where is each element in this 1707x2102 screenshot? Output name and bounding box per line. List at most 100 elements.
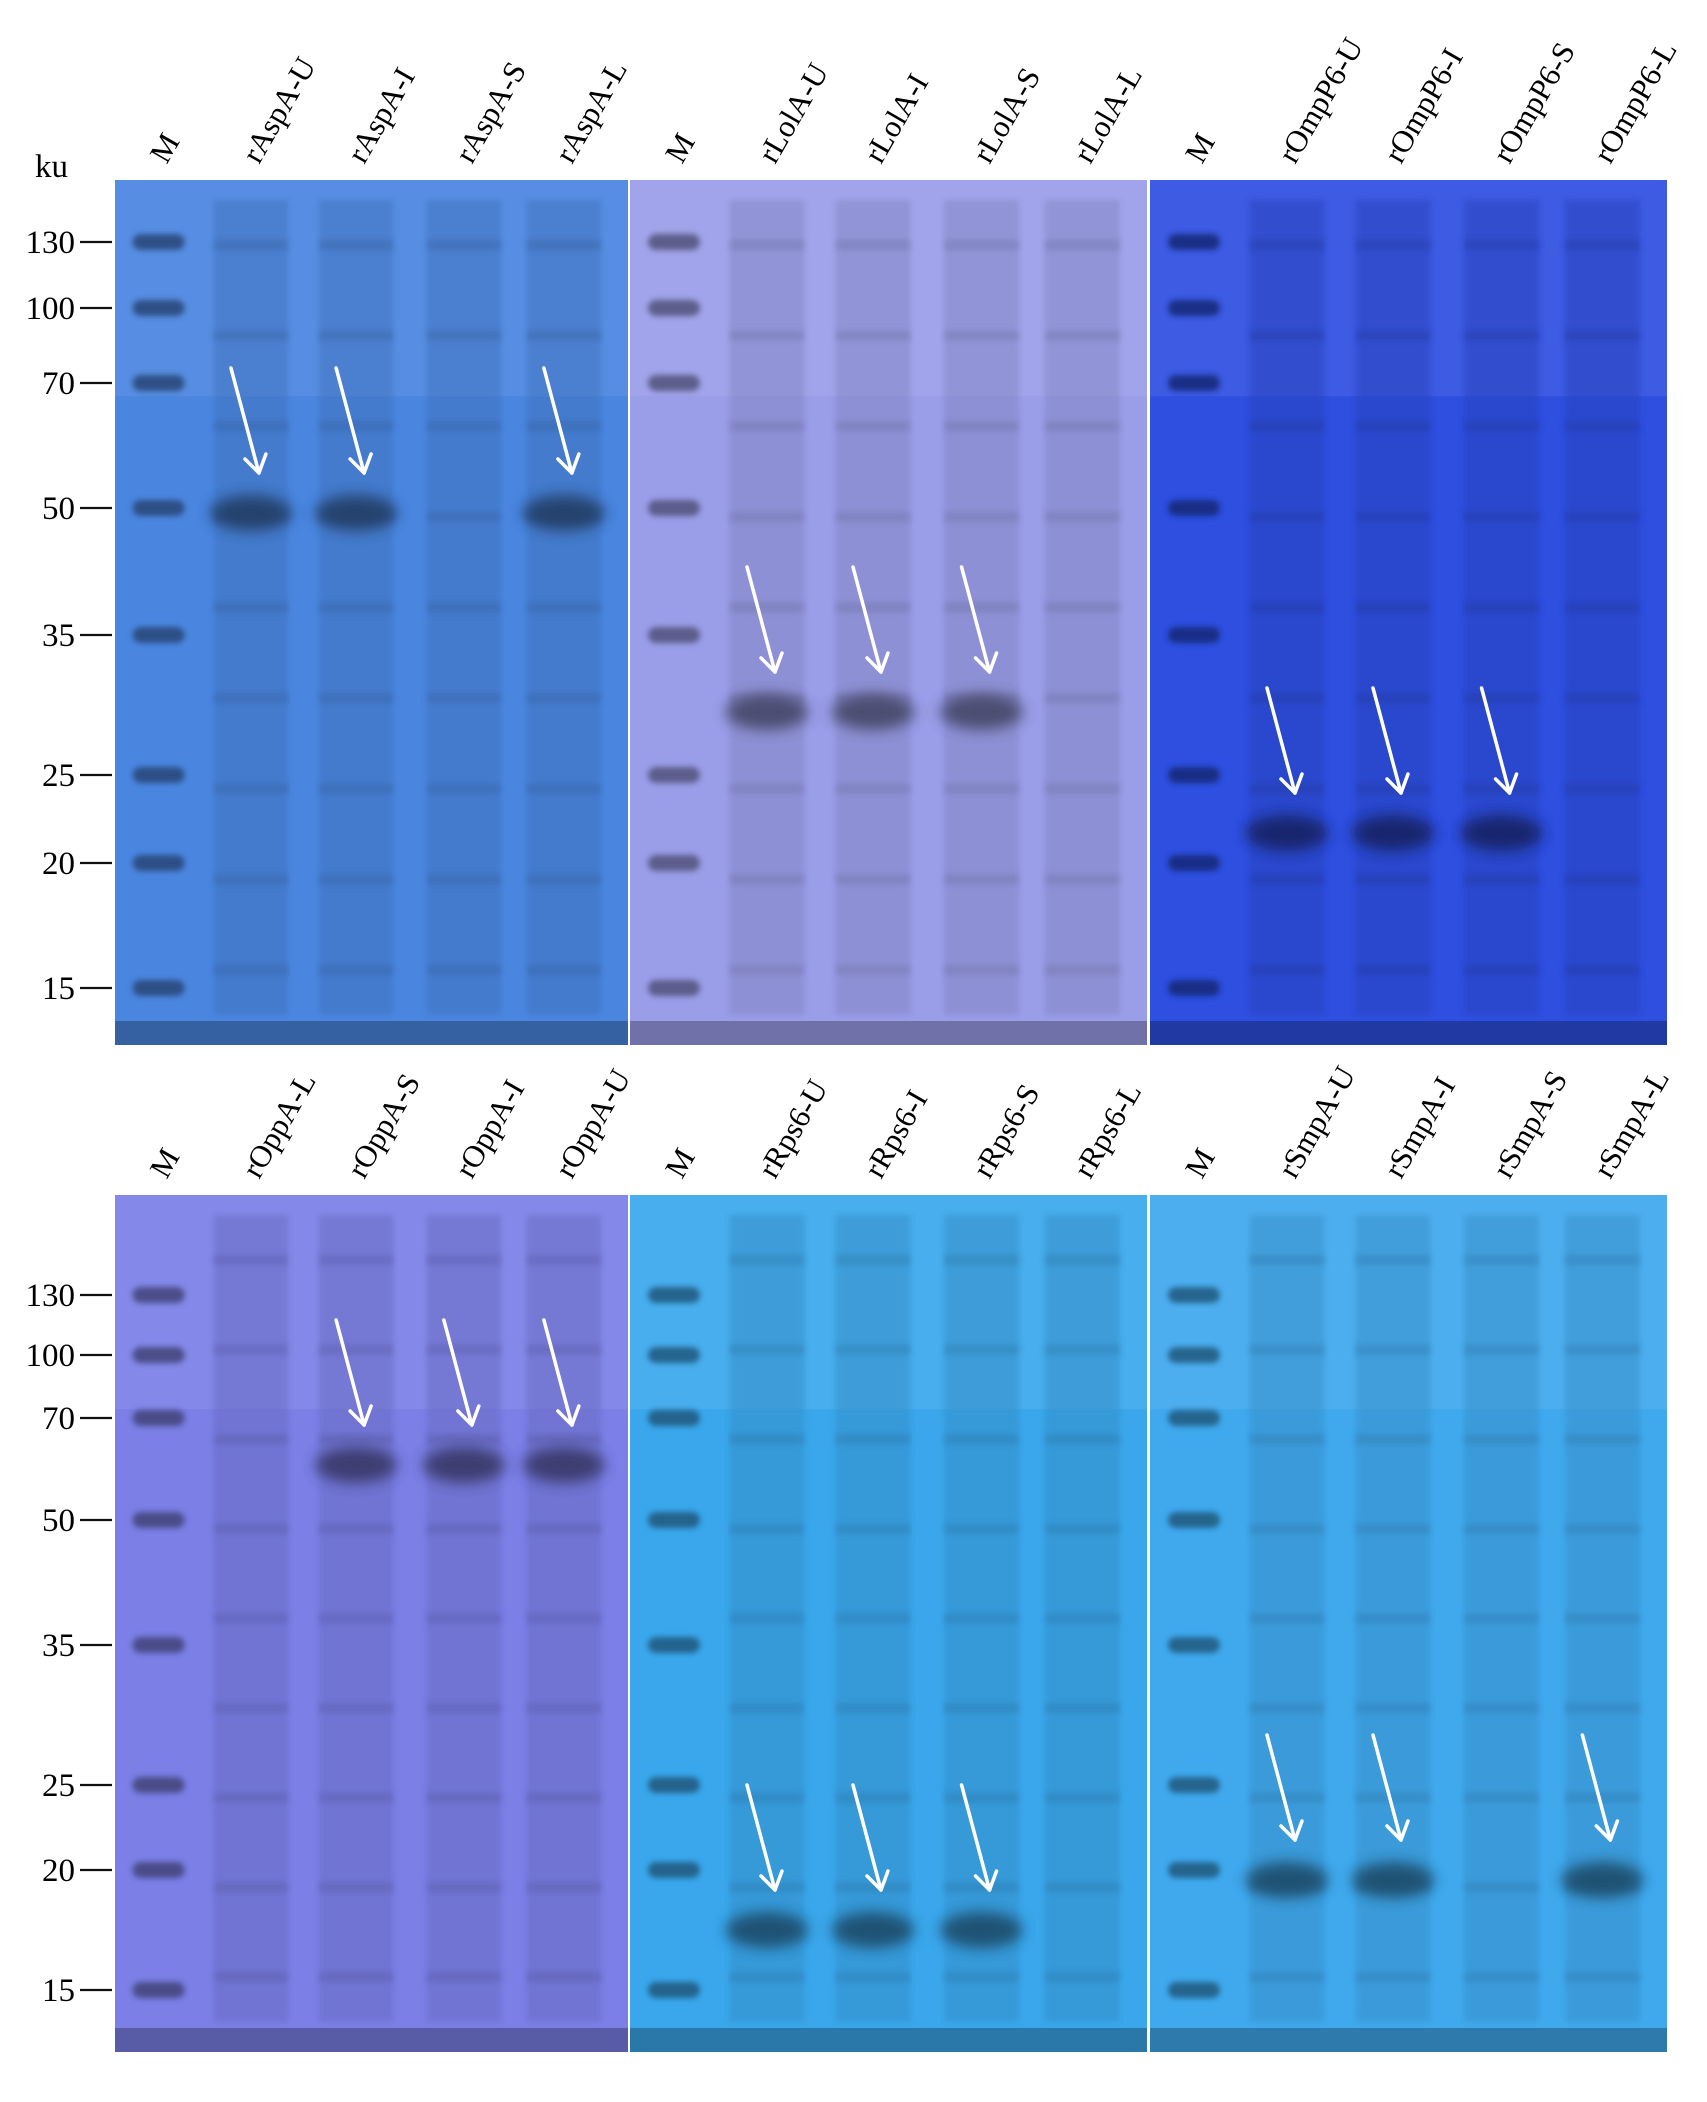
mw-tick-label: 25 (42, 758, 75, 794)
ladder-band (132, 234, 185, 250)
white-arrow-shaft (1580, 1733, 1613, 1842)
lane-band (944, 965, 1020, 975)
ladder-band (132, 500, 185, 516)
mw-tick-label: 50 (42, 1503, 75, 1539)
lane-band (944, 511, 1020, 522)
white-arrow-shaft (334, 366, 366, 475)
ladder-band (1167, 500, 1220, 516)
ladder-band (647, 300, 700, 316)
ladder-band (1167, 300, 1220, 316)
unit-label: ku (35, 149, 68, 185)
white-arrow-head (1279, 772, 1304, 795)
lane-label: rRps6-S (965, 1078, 1046, 1184)
lane-band (526, 874, 602, 885)
lane-band (1464, 240, 1540, 250)
white-arrow-shaft (745, 1783, 777, 1892)
lane-band (1249, 783, 1325, 794)
lane-band (213, 1523, 289, 1534)
lane-band (526, 1523, 602, 1534)
lane-band (729, 421, 805, 432)
lane-band (318, 693, 394, 704)
gel-panels-layer (115, 180, 1667, 2052)
lane-band (526, 1792, 602, 1803)
ladder-band (1167, 1862, 1220, 1878)
lane-band (318, 1882, 394, 1893)
lane-band (835, 874, 911, 885)
ladder-band (1167, 1512, 1220, 1528)
lane-band (1249, 1255, 1325, 1265)
lane-band (1249, 511, 1325, 522)
white-arrow-head (865, 1869, 890, 1892)
lane-band (729, 874, 805, 885)
gel-panel (1150, 180, 1667, 1045)
gel-panel (630, 1195, 1147, 2052)
lane-band (1564, 1792, 1640, 1803)
lane-band (1249, 965, 1325, 975)
lane-band (1464, 1434, 1540, 1445)
lane-label: M (1178, 127, 1222, 168)
lane-band (835, 1255, 911, 1265)
lane-band (729, 1523, 805, 1534)
white-arrow-head (456, 1404, 481, 1427)
white-arrow-shaft (442, 1318, 474, 1427)
ladder-band (647, 767, 700, 783)
lane-band (1355, 330, 1431, 341)
white-arrow-shaft (959, 565, 992, 674)
lane-band (426, 1255, 502, 1265)
lane-band (426, 1613, 502, 1624)
lane-band (1044, 1523, 1120, 1534)
lane-band (526, 1613, 602, 1624)
lane-band (426, 602, 502, 613)
lane-band (1249, 240, 1325, 250)
white-arrow-head (348, 452, 373, 475)
lane-band (1044, 1255, 1120, 1265)
lane-band (526, 1882, 602, 1893)
ladder-band (647, 980, 700, 996)
white-arrow-head (556, 1404, 581, 1427)
lane-band (526, 421, 602, 432)
lane-band (944, 1792, 1020, 1803)
lane-band (729, 1255, 805, 1265)
lane-band (1464, 783, 1540, 794)
lane-band (1044, 874, 1120, 885)
lane-band (426, 511, 502, 522)
lane-band (213, 693, 289, 704)
lane-band (318, 1613, 394, 1624)
lane-band (526, 330, 602, 341)
lane-band (835, 602, 911, 613)
lane-band (1044, 1792, 1120, 1803)
mw-tick-label: 70 (42, 366, 75, 402)
lane-band (213, 330, 289, 341)
lane-band (944, 1523, 1020, 1534)
lane-band (318, 1792, 394, 1803)
white-arrow-shaft (1479, 686, 1512, 795)
lane-label: rSmpA-L (1586, 1063, 1676, 1183)
lane-band (1044, 1613, 1120, 1624)
lane-band (1355, 511, 1431, 522)
ladder-band (647, 375, 700, 391)
lane-band (213, 1613, 289, 1624)
gel-panel (115, 1195, 628, 2052)
lane-band (318, 874, 394, 885)
lane-label: rRps6-I (857, 1084, 935, 1184)
lane-band (213, 783, 289, 794)
lane-band (1044, 1882, 1120, 1893)
lane-band (526, 783, 602, 794)
ladder-band (132, 855, 185, 871)
lane-band (1249, 1613, 1325, 1624)
lane-band (318, 421, 394, 432)
lane-band (944, 421, 1020, 432)
lane-band (729, 1344, 805, 1355)
lane-band (426, 1523, 502, 1534)
white-arrow-shaft (229, 366, 261, 475)
target-band (210, 495, 292, 531)
lane-band (1249, 1434, 1325, 1445)
lane-label: rRps6-U (751, 1074, 835, 1184)
lane-band (1044, 240, 1120, 250)
lane-band (729, 1882, 805, 1893)
lane-band (1044, 1703, 1120, 1714)
lane-band (1464, 1255, 1540, 1265)
lane-band (1464, 1523, 1540, 1534)
gel-dye-front (630, 1021, 1147, 1045)
ladder-band (647, 855, 700, 871)
